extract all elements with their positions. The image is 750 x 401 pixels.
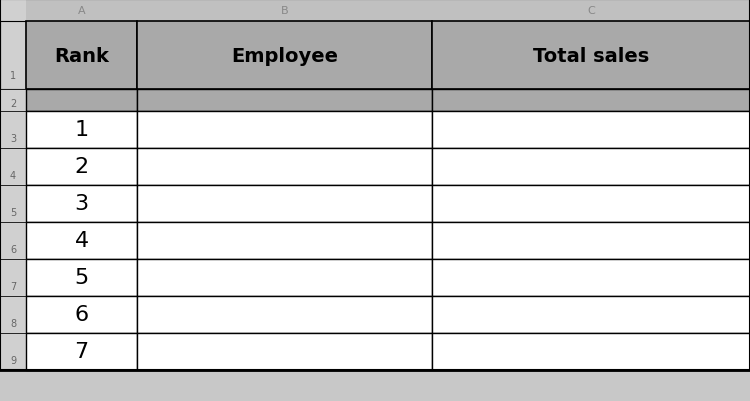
- Bar: [0, 90, 26, 112]
- Bar: [26, 186, 137, 223]
- Bar: [137, 296, 432, 333]
- Bar: [137, 112, 432, 149]
- Text: Employee: Employee: [231, 47, 338, 65]
- Bar: [432, 333, 750, 370]
- Bar: [26, 223, 137, 259]
- Bar: [0, 296, 26, 333]
- Bar: [0, 223, 26, 259]
- Bar: [432, 186, 750, 223]
- Text: 9: 9: [10, 355, 16, 365]
- Text: 1: 1: [74, 120, 88, 140]
- Bar: [432, 223, 750, 259]
- Bar: [137, 90, 432, 112]
- Bar: [432, 112, 750, 149]
- Bar: [0, 186, 26, 223]
- Text: 2: 2: [10, 99, 16, 109]
- Bar: [0, 259, 26, 296]
- Bar: [26, 259, 137, 296]
- Bar: [137, 333, 432, 370]
- Text: 5: 5: [10, 207, 16, 217]
- Bar: [26, 149, 137, 186]
- Text: 3: 3: [10, 134, 16, 144]
- Bar: [137, 0, 432, 22]
- Bar: [26, 90, 137, 112]
- Bar: [26, 22, 137, 90]
- Text: 8: 8: [10, 318, 16, 328]
- Bar: [0, 22, 26, 90]
- Bar: [432, 22, 750, 90]
- Text: Total sales: Total sales: [532, 47, 649, 65]
- Bar: [137, 149, 432, 186]
- Bar: [137, 186, 432, 223]
- Bar: [26, 112, 137, 149]
- Text: 7: 7: [74, 342, 88, 362]
- Text: 6: 6: [74, 305, 88, 325]
- Bar: [432, 296, 750, 333]
- Text: C: C: [587, 6, 595, 16]
- Text: 1: 1: [10, 71, 16, 81]
- Text: 6: 6: [10, 244, 16, 254]
- Bar: [26, 333, 137, 370]
- Bar: [0, 333, 26, 370]
- Text: Rank: Rank: [54, 47, 109, 65]
- Text: B: B: [280, 6, 288, 16]
- Bar: [137, 22, 432, 90]
- Bar: [137, 223, 432, 259]
- Bar: [0, 112, 26, 149]
- Text: A: A: [78, 6, 86, 16]
- Bar: [432, 149, 750, 186]
- Text: 4: 4: [10, 170, 16, 180]
- Bar: [432, 0, 750, 22]
- Bar: [26, 296, 137, 333]
- Bar: [137, 259, 432, 296]
- Bar: [432, 90, 750, 112]
- Bar: [0, 0, 26, 22]
- Text: 7: 7: [10, 281, 16, 291]
- Text: 3: 3: [74, 194, 88, 214]
- Bar: [0, 149, 26, 186]
- Bar: [432, 259, 750, 296]
- Text: 2: 2: [74, 157, 88, 177]
- Text: 4: 4: [74, 231, 88, 251]
- Bar: [26, 0, 137, 22]
- Text: 5: 5: [74, 268, 88, 288]
